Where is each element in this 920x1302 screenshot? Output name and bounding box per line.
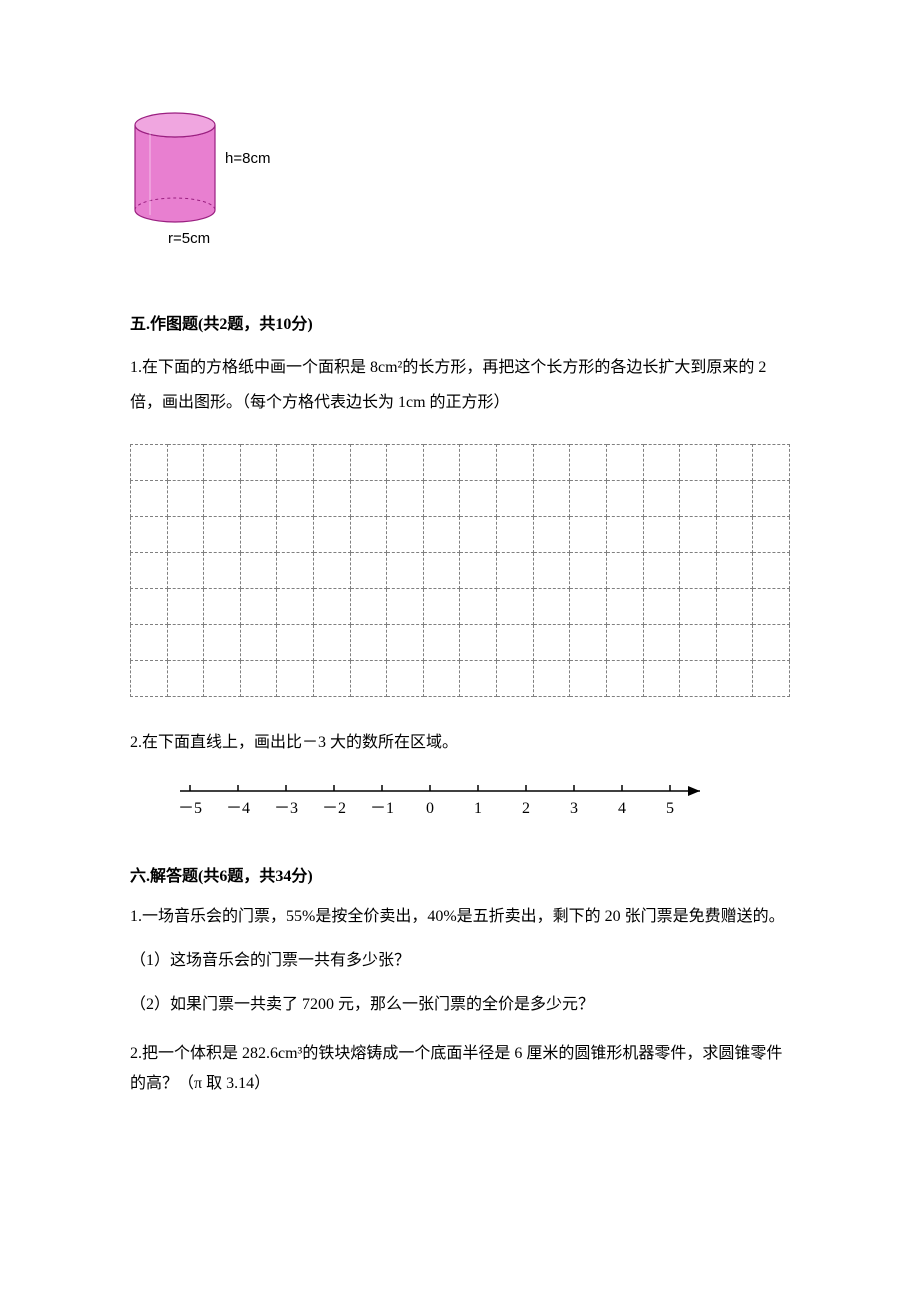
section5-q1: 1.在下面的方格纸中画一个面积是 8cm²的长方形，再把这个长方形的各边长扩大到… xyxy=(130,350,790,420)
svg-text:－2: －2 xyxy=(322,800,346,817)
svg-text:2: 2 xyxy=(522,800,530,817)
svg-text:5: 5 xyxy=(666,800,674,817)
cylinder-h-label: h=8cm xyxy=(225,150,270,167)
svg-text:4: 4 xyxy=(618,800,626,817)
section6-q1-stem: 1.一场音乐会的门票，55%是按全价卖出，40%是五折卖出，剩下的 20 张门票… xyxy=(130,902,790,932)
section6-heading: 六.解答题(共6题，共34分) xyxy=(130,862,790,886)
cylinder-svg xyxy=(130,110,220,230)
grid-table xyxy=(130,444,790,697)
section6-q2-stem: 2.把一个体积是 282.6cm³的铁块熔铸成一个底面半径是 6 厘米的圆锥形机… xyxy=(130,1039,790,1100)
grid-paper xyxy=(130,444,790,697)
svg-text:1: 1 xyxy=(474,800,482,817)
svg-text:－3: －3 xyxy=(274,800,298,817)
section6-q1-sub2: （2）如果门票一共卖了 7200 元，那么一张门票的全价是多少元？ xyxy=(130,990,790,1020)
section6-q1-sub1: （1）这场音乐会的门票一共有多少张？ xyxy=(130,946,790,976)
section5-q2: 2.在下面直线上，画出比－3 大的数所在区域。 xyxy=(130,725,790,760)
cylinder-r-label: r=5cm xyxy=(168,230,210,247)
number-line-svg: －5 －4 －3 －2 －1 0 1 2 3 4 5 xyxy=(170,779,750,829)
section5-heading: 五.作图题(共2题，共10分) xyxy=(130,310,790,334)
number-line: －5 －4 －3 －2 －1 0 1 2 3 4 5 xyxy=(170,779,790,834)
cylinder-figure: h=8cm r=5cm xyxy=(130,110,330,270)
svg-text:－5: －5 xyxy=(178,800,202,817)
svg-text:0: 0 xyxy=(426,800,434,817)
svg-text:－4: －4 xyxy=(226,800,250,817)
svg-text:－1: －1 xyxy=(370,800,394,817)
svg-text:3: 3 xyxy=(570,800,578,817)
